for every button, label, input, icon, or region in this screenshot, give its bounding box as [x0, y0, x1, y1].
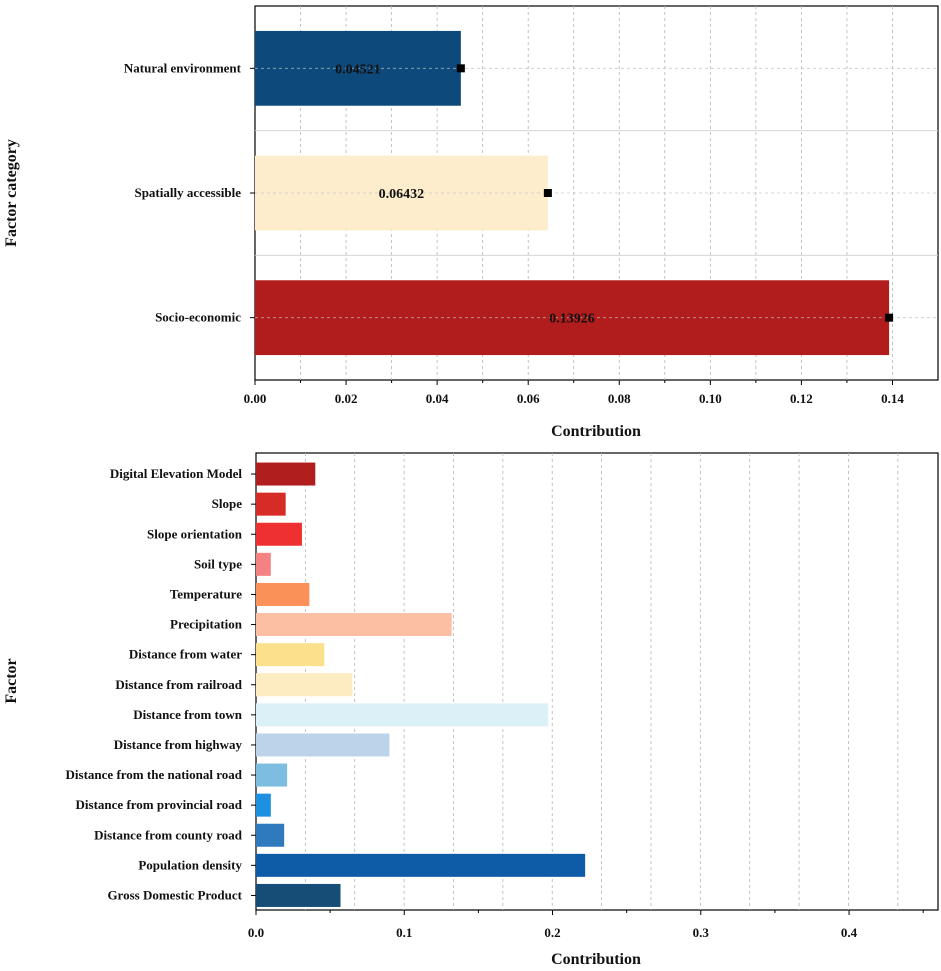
bar	[256, 492, 286, 516]
y-tick-label: Distance from highway	[114, 737, 243, 752]
bars-top: 0.04521 0.06432 0.13926	[255, 30, 938, 356]
y-tick-label: Distance from provincial road	[76, 797, 243, 812]
y-tick-label: Slope	[212, 496, 243, 511]
bar	[256, 823, 285, 847]
bar	[256, 673, 353, 697]
x-tick-label: 0.0	[248, 925, 264, 940]
y-tick-label: Digital Elevation Model	[110, 466, 243, 481]
bar	[256, 763, 288, 787]
x-axis-title-bottom: Contribution	[551, 951, 641, 968]
bar-end-marker	[456, 64, 465, 73]
y-tick-label: Temperature	[170, 586, 242, 601]
plot-frame-bottom	[255, 452, 939, 911]
data-label: 0.13926	[549, 312, 595, 327]
x-tick-label: 0.12	[790, 391, 813, 406]
bar	[256, 853, 586, 877]
y-tick-label: Socio-economic	[155, 310, 241, 325]
y-tick-label: Slope orientation	[147, 526, 243, 541]
chart-factor: 0.0 0.1 0.2 0.3 0.4 Digital Elevation Model S…	[3, 452, 939, 968]
bar	[256, 643, 325, 667]
bar	[256, 613, 452, 637]
bars-bottom	[256, 462, 586, 907]
bar-end-marker	[543, 189, 552, 197]
bar	[256, 883, 341, 907]
x-tick-label: 0.02	[335, 391, 358, 406]
y-tick-label: Distance from county road	[94, 827, 243, 842]
bar	[256, 522, 302, 546]
x-ticks-top: 0.00 0.02 0.04 0.06 0.08 0.10 0.12 0.14	[244, 380, 904, 406]
y-tick-label: Population density	[138, 857, 242, 872]
y-tick-label: Distance from town	[133, 707, 243, 722]
x-tick-label: 0.3	[693, 925, 710, 940]
x-tick-label: 0.1	[396, 925, 412, 940]
y-tick-label: Gross Domestic Product	[107, 887, 242, 902]
y-axis-title-top: Factor category	[3, 139, 20, 247]
x-tick-label: 0.14	[881, 391, 904, 406]
bar-end-marker	[885, 313, 894, 322]
x-tick-label: 0.06	[517, 391, 540, 406]
x-ticks-bottom: 0.0 0.1 0.2 0.3 0.4	[248, 910, 924, 940]
bar	[256, 703, 549, 727]
y-axis-title-bottom: Factor	[3, 658, 20, 703]
x-axis-title-top: Contribution	[551, 423, 641, 440]
x-tick-label: 0.4	[841, 925, 858, 940]
x-tick-label: 0.2	[544, 925, 560, 940]
x-tick-label: 0.04	[426, 391, 449, 406]
data-label: 0.04521	[335, 62, 381, 77]
y-tick-label: Precipitation	[170, 617, 243, 632]
data-label: 0.06432	[379, 187, 425, 202]
gridlines-bottom	[304, 453, 899, 910]
y-tick-label: Natural environment	[124, 60, 242, 75]
bar	[256, 582, 310, 606]
y-ticks-bottom: Digital Elevation Model Slope Slope orient…	[66, 466, 256, 902]
y-tick-label: Distance from railroad	[115, 677, 242, 692]
y-tick-label: Distance from water	[129, 647, 242, 662]
bar	[256, 793, 271, 817]
y-tick-label: Distance from the national road	[66, 767, 243, 782]
x-tick-label: 0.00	[244, 391, 267, 406]
bar	[256, 733, 390, 757]
x-tick-label: 0.10	[699, 391, 722, 406]
y-tick-label: Soil type	[194, 556, 242, 571]
bar	[256, 462, 316, 486]
y-tick-label: Spatially accessible	[134, 185, 241, 200]
y-ticks-top: Natural environment Spatially accessible S…	[124, 60, 255, 325]
x-tick-label: 0.08	[608, 391, 631, 406]
bar	[256, 552, 271, 576]
